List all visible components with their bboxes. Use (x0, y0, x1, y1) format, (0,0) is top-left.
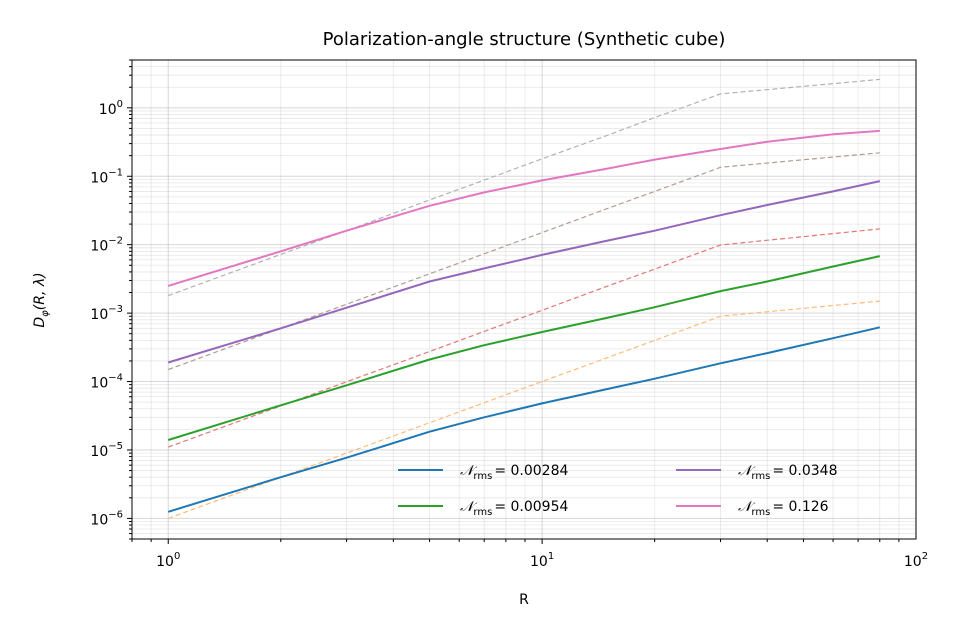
y-tick-label: 100 (99, 99, 123, 118)
x-tick-label: 102 (904, 551, 928, 570)
reference-line-3 (167, 152, 880, 371)
series-line-3 (167, 180, 881, 364)
y-tick-label: 10−6 (90, 509, 123, 528)
y-axis-ticks: 10−6 10−5 10−4 10−3 10−2 10−1 100 (90, 59, 132, 540)
y-tick-label: 10−4 (90, 373, 123, 392)
y-axis-label: Dφ(R, λ) (32, 272, 51, 327)
plot-frame (131, 59, 917, 540)
reference-line-4 (167, 78, 880, 297)
series-line-4 (167, 129, 880, 287)
legend-label-3: 𝒩rms = 0.0348 (738, 463, 837, 482)
reference-line-1 (167, 300, 880, 519)
legend-label-1: 𝒩rms = 0.00284 (460, 463, 568, 482)
reference-lines (167, 78, 880, 519)
y-tick-label: 10−3 (90, 304, 123, 323)
series-lines (167, 129, 881, 513)
y-tick-label: 10−2 (90, 236, 123, 255)
x-axis-label: R (519, 592, 529, 608)
x-tick-label: 101 (530, 551, 554, 570)
chart-title: Polarization-angle structure (Synthetic … (323, 29, 726, 50)
x-tick-label: 100 (156, 551, 180, 570)
reference-line-2 (167, 228, 880, 448)
y-tick-label: 10−1 (90, 167, 123, 186)
y-tick-label: 10−5 (90, 441, 123, 460)
x-axis-ticks: 100 101 102 (131, 539, 928, 570)
series-line-1 (167, 326, 881, 513)
series-line-2 (167, 255, 881, 441)
grid (131, 59, 916, 540)
